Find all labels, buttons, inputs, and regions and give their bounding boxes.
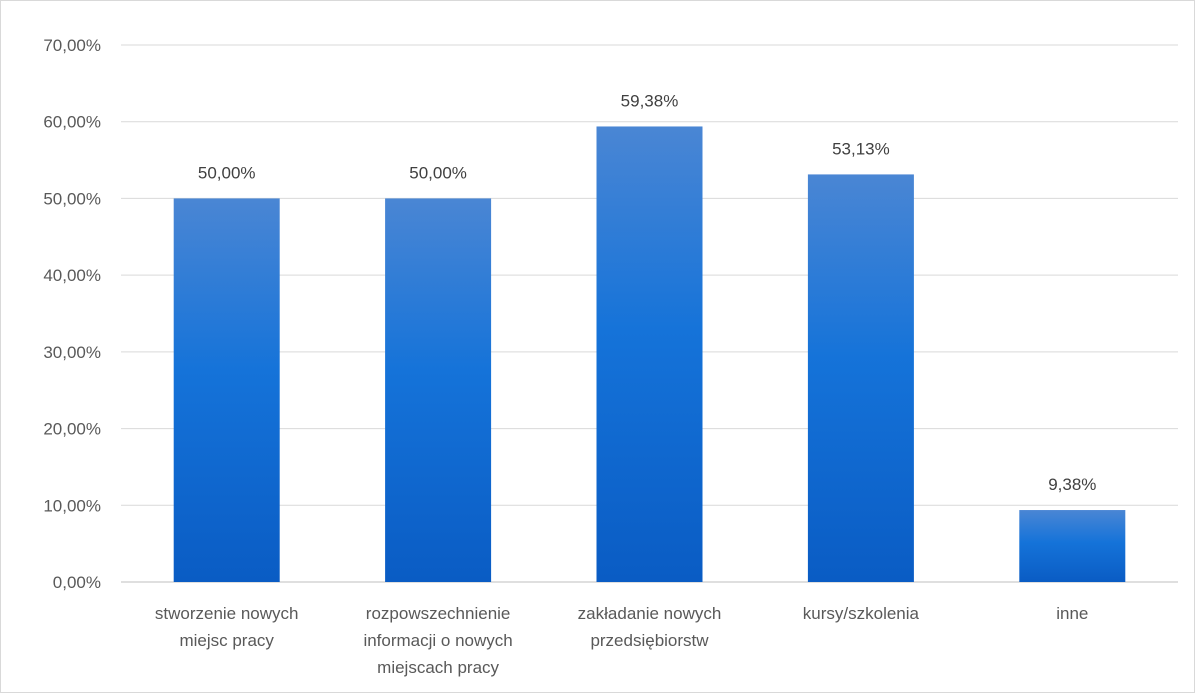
data-label: 50,00% xyxy=(198,163,256,182)
category-label: rozpowszechnienie informacji o nowych miej… xyxy=(363,604,512,677)
y-tick-label: 20,00% xyxy=(43,420,101,439)
category-label-line: inne xyxy=(1056,604,1088,623)
category-label-line: miejsc pracy xyxy=(179,631,274,650)
y-tick-label: 0,00% xyxy=(53,573,101,592)
y-tick-label: 50,00% xyxy=(43,189,101,208)
data-label: 53,13% xyxy=(832,139,890,158)
category-label-line: przedsiębiorstw xyxy=(590,631,709,650)
y-tick-label: 40,00% xyxy=(43,266,101,285)
category-label-line: informacji o nowych xyxy=(363,631,512,650)
category-label-line: kursy/szkolenia xyxy=(803,604,920,623)
x-axis-category-labels: stworzenie nowych miejsc pracy rozpowszech… xyxy=(155,604,1088,677)
bar xyxy=(596,126,703,582)
bar xyxy=(1019,510,1126,582)
data-label: 9,38% xyxy=(1048,475,1096,494)
category-label-line: miejscach pracy xyxy=(377,658,499,677)
y-axis-tick-labels: 0,00% 10,00% 20,00% 30,00% 40,00% 50,00% 60,00… xyxy=(43,36,101,592)
bar xyxy=(385,198,492,582)
category-label: inne xyxy=(1056,604,1088,623)
category-label-line: zakładanie nowych xyxy=(578,604,722,623)
category-label: zakładanie nowych przedsiębiorstw xyxy=(578,604,722,650)
category-label-line: stworzenie nowych xyxy=(155,604,299,623)
data-label: 59,38% xyxy=(621,91,679,110)
y-tick-label: 10,00% xyxy=(43,496,101,515)
y-tick-label: 60,00% xyxy=(43,113,101,132)
y-tick-label: 30,00% xyxy=(43,343,101,362)
bars xyxy=(173,126,1126,583)
category-label: stworzenie nowych miejsc pracy xyxy=(155,604,299,650)
category-label: kursy/szkolenia xyxy=(803,604,920,623)
data-labels: 50,00% 50,00% 59,38% 53,13% 9,38% xyxy=(198,91,1097,494)
bar xyxy=(807,174,914,583)
bar xyxy=(173,198,280,582)
category-label-line: rozpowszechnienie xyxy=(366,604,511,623)
y-tick-label: 70,00% xyxy=(43,36,101,55)
data-label: 50,00% xyxy=(409,163,467,182)
